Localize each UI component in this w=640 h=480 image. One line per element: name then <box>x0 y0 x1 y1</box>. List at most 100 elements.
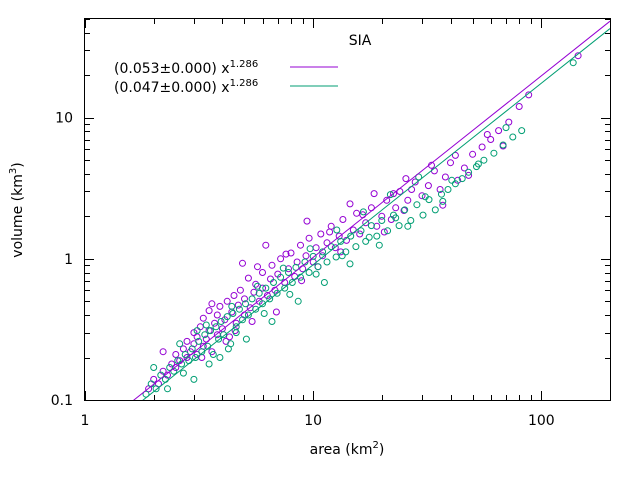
data-point-series-2 <box>266 295 274 303</box>
plot-frame <box>84 18 611 401</box>
data-point-series-1 <box>159 348 167 356</box>
data-point-series-2 <box>242 300 249 308</box>
data-point-series-1 <box>254 263 261 271</box>
data-point-series-1 <box>380 228 388 236</box>
data-point-series-1 <box>244 274 252 282</box>
data-point-series-2 <box>333 226 341 234</box>
x-tick-label: 10 <box>304 413 322 429</box>
data-point-series-2 <box>279 264 287 272</box>
data-point-series-1 <box>248 318 256 325</box>
data-point-series-2 <box>259 300 266 308</box>
data-point-series-2 <box>268 318 276 325</box>
data-point-series-2 <box>228 302 236 310</box>
data-point-series-2 <box>235 305 243 313</box>
data-point-series-1 <box>525 91 533 99</box>
data-point-series-1 <box>451 151 459 159</box>
data-point-series-2 <box>305 269 313 276</box>
data-point-series-2 <box>164 385 171 393</box>
data-point-series-2 <box>207 327 214 335</box>
legend-entry-series-2: (0.047±0.000) x1.286 <box>114 78 338 96</box>
data-point-series-2 <box>312 270 320 278</box>
fit-line-series-1 <box>133 20 610 400</box>
data-point-series-1 <box>241 295 248 303</box>
data-point-series-1 <box>483 131 491 138</box>
data-point-series-1 <box>418 192 426 200</box>
data-point-series-2 <box>188 345 196 353</box>
data-point-series-2 <box>474 160 482 168</box>
data-point-series-2 <box>255 289 263 297</box>
data-point-series-2 <box>309 252 317 260</box>
data-point-series-2 <box>217 318 225 325</box>
data-point-series-2 <box>444 186 452 193</box>
data-point-series-1 <box>402 175 410 183</box>
data-point-series-1 <box>505 118 513 126</box>
data-point-series-2 <box>342 248 350 256</box>
data-point-series-2 <box>260 310 268 317</box>
data-point-series-1 <box>373 222 381 230</box>
data-point-series-1 <box>319 252 327 260</box>
data-point-series-1 <box>312 244 320 252</box>
data-point-series-1 <box>515 103 523 110</box>
data-point-series-2 <box>502 124 510 132</box>
y-tick-label: 1 <box>64 252 73 268</box>
data-point-series-2 <box>320 279 328 286</box>
data-point-series-1 <box>331 244 339 252</box>
data-point-series-2 <box>262 284 270 292</box>
data-point-series-1 <box>487 136 495 143</box>
data-point-series-2 <box>373 232 381 240</box>
data-point-series-2 <box>365 233 373 241</box>
data-point-series-1 <box>272 308 280 316</box>
legend-exponent-series-1: 1.286 <box>230 59 259 70</box>
legend: (0.053±0.000) x1.286 (0.047±0.000) x1.28… <box>114 59 338 96</box>
data-point-series-1 <box>159 367 167 375</box>
data-point-series-2 <box>201 331 209 339</box>
data-point-series-1 <box>226 333 233 341</box>
data-point-series-1 <box>196 323 204 331</box>
data-point-series-2 <box>367 222 375 230</box>
data-point-series-1 <box>236 286 244 294</box>
data-point-series-1 <box>168 360 176 368</box>
data-point-series-1 <box>349 226 357 234</box>
data-point-series-2 <box>181 351 189 358</box>
data-point-series-1 <box>287 249 295 257</box>
data-point-series-2 <box>223 313 231 321</box>
data-point-series-2 <box>332 253 340 261</box>
data-point-series-2 <box>401 206 409 214</box>
data-point-series-1 <box>465 171 473 179</box>
data-point-series-2 <box>224 345 232 353</box>
data-point-series-1 <box>339 216 347 223</box>
data-point-series-2 <box>273 289 281 297</box>
data-point-series-1 <box>447 159 454 167</box>
data-point-series-1 <box>436 186 444 193</box>
data-point-series-2 <box>195 337 203 345</box>
data-point-series-2 <box>232 329 240 337</box>
data-point-series-1 <box>252 280 260 288</box>
data-point-series-2 <box>285 269 292 276</box>
data-point-series-2 <box>202 321 210 329</box>
data-point-series-1 <box>208 300 216 308</box>
data-point-series-2 <box>378 217 386 224</box>
data-point-series-2 <box>306 245 314 253</box>
data-point-series-2 <box>270 279 277 286</box>
data-point-series-1 <box>298 277 306 285</box>
data-point-series-2 <box>176 340 184 348</box>
data-point-series-2 <box>198 348 206 356</box>
data-point-series-1 <box>213 311 221 319</box>
data-point-series-1 <box>346 200 354 208</box>
data-point-series-2 <box>375 241 383 249</box>
data-point-series-2 <box>465 168 473 176</box>
data-point-series-2 <box>205 360 213 368</box>
svg-text:(0.047±0.000) x1.286: (0.047±0.000) x1.286 <box>114 78 258 96</box>
data-point-series-2 <box>277 273 285 281</box>
data-point-series-2 <box>294 297 302 305</box>
data-point-series-2 <box>499 141 507 149</box>
data-point-series-2 <box>220 331 228 339</box>
data-point-series-1 <box>392 204 400 212</box>
x-tick-label: 100 <box>528 413 555 429</box>
data-point-series-2 <box>419 211 427 219</box>
data-point-series-1 <box>495 127 503 135</box>
data-point-series-1 <box>216 302 224 310</box>
data-point-series-1 <box>469 150 477 158</box>
data-point-series-2 <box>166 364 174 371</box>
